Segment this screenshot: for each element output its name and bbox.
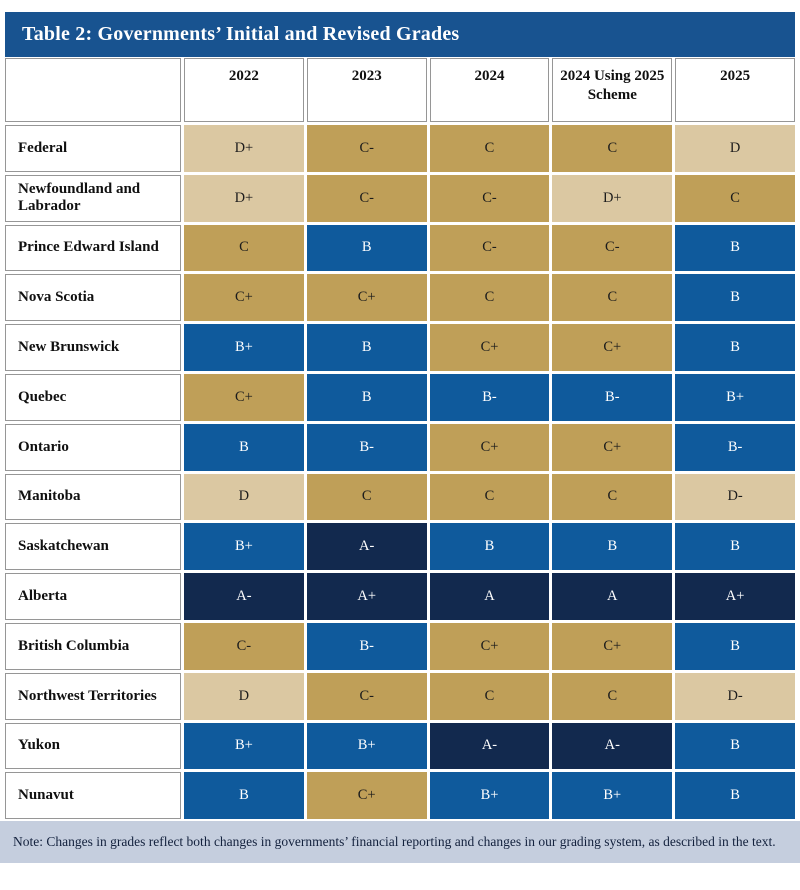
grade-cell: C+ [429,423,550,471]
grade-cell: B [184,772,304,820]
grade-cell: B [675,224,795,272]
grade-cell: C- [184,622,304,670]
grade-cell: B [552,523,673,571]
grade-cell: D+ [552,174,673,222]
grade-cell: C+ [552,622,673,670]
column-header: 2024 [429,58,550,122]
note-text: Note: Changes in grades reflect both cha… [13,834,776,850]
grade-cell: B+ [184,722,304,770]
grade-cell: B+ [675,373,795,421]
grade-cell: A+ [675,573,795,620]
grade-cell: B+ [184,324,304,371]
grade-cell: C+ [184,373,304,421]
row-label: Alberta [5,573,181,620]
grade-cell: C+ [552,324,673,371]
grade-cell: B- [306,423,427,471]
row-label: Newfoundland and Labrador [5,174,181,222]
table-title-bar: Table 2: Governments’ Initial and Revise… [5,12,795,57]
grade-cell: B- [675,423,795,471]
grade-cell: B [675,274,795,322]
grade-cell: D+ [184,125,304,172]
grade-cell: C [552,672,673,720]
row-label: Ontario [5,423,181,471]
grades-table: 2022 2023 2024 2024 Using 2025 Scheme 2025 Fe… [5,58,795,820]
grade-cell: C+ [552,423,673,471]
grade-cell: C- [552,224,673,272]
grade-cell: C+ [429,324,550,371]
grade-cell: A+ [306,573,427,620]
grade-cell: B [429,523,550,571]
grade-cell: C [552,274,673,322]
grade-cell: C [429,125,550,172]
grade-cell: C [429,274,550,322]
table-title: Table 2: Governments’ Initial and Revise… [22,23,460,45]
grade-cell: A- [552,722,673,770]
grade-cell: A [429,573,550,620]
grade-cell: B [306,224,427,272]
grade-cell: B+ [184,523,304,571]
table-figure: Table 2: Governments’ Initial and Revise… [0,12,800,864]
row-label: Northwest Territories [5,672,181,720]
grade-cell: A- [184,573,304,620]
grade-cell: A [552,573,673,620]
row-label: Manitoba [5,473,181,521]
row-label: New Brunswick [5,324,181,371]
grade-cell: C- [429,224,550,272]
grade-cell: C [552,473,673,521]
row-label: Nunavut [5,772,181,820]
grade-cell: B [675,324,795,371]
grade-cell: B [306,373,427,421]
row-label: Saskatchewan [5,523,181,571]
grade-cell: B [306,324,427,371]
grade-cell: B [675,722,795,770]
column-header: 2022 [184,58,304,122]
grade-cell: C+ [306,772,427,820]
row-label: Yukon [5,722,181,770]
grade-cell: A- [429,722,550,770]
grade-cell: B [675,772,795,820]
grade-cell: C- [306,174,427,222]
grade-cell: D [675,125,795,172]
grade-cell: C [306,473,427,521]
grade-cell: B+ [306,722,427,770]
column-header: 2025 [675,58,795,122]
column-header: 2024 Using 2025 Scheme [552,58,673,122]
row-label: Quebec [5,373,181,421]
grade-cell: B [675,622,795,670]
grade-cell: C- [306,672,427,720]
grade-cell: D- [675,672,795,720]
grade-cell: D [184,672,304,720]
row-label: Prince Edward Island [5,224,181,272]
grade-cell: D+ [184,174,304,222]
grade-cell: B- [429,373,550,421]
grade-cell: B- [306,622,427,670]
column-header: 2023 [306,58,427,122]
grade-cell: C- [306,125,427,172]
table-note: Note: Changes in grades reflect both cha… [0,821,800,864]
row-label: Federal [5,125,181,172]
grade-cell: B [184,423,304,471]
corner-cell [5,58,181,122]
grade-cell: D- [675,473,795,521]
grade-cell: B- [552,373,673,421]
grade-cell: C+ [184,274,304,322]
grade-cell: C- [429,174,550,222]
grade-cell: C [429,672,550,720]
grade-cell: D [184,473,304,521]
row-label: Nova Scotia [5,274,181,322]
grade-cell: C+ [429,622,550,670]
grade-cell: B+ [552,772,673,820]
grade-cell: C [675,174,795,222]
grade-cell: C [429,473,550,521]
grade-cell: C [552,125,673,172]
grade-cell: B+ [429,772,550,820]
grade-cell: A- [306,523,427,571]
row-label: British Columbia [5,622,181,670]
grade-cell: C+ [306,274,427,322]
grade-cell: B [675,523,795,571]
grade-cell: C [184,224,304,272]
